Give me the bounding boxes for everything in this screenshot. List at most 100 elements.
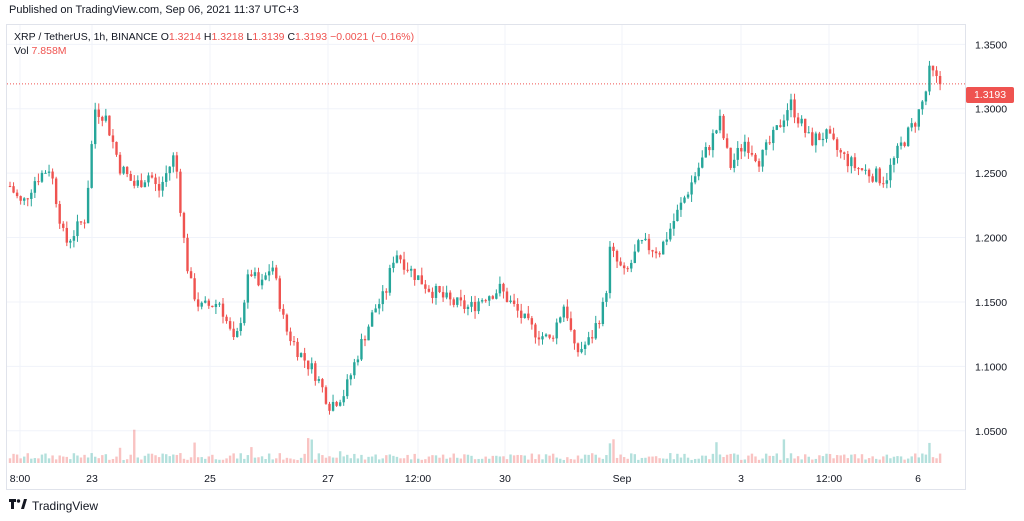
volume-bar — [413, 453, 416, 463]
volume-bar — [725, 454, 729, 463]
candle-body — [33, 181, 37, 193]
volume-bar — [324, 457, 328, 463]
volume-bar — [427, 456, 431, 463]
symbol-label[interactable]: XRP / TetherUS, 1h, BINANCE — [14, 31, 158, 43]
candle-body — [69, 240, 72, 243]
volume-bar — [260, 456, 264, 463]
volume-bar — [878, 459, 881, 463]
candle-body — [878, 168, 881, 184]
candle-body — [331, 401, 335, 411]
candle-body — [399, 255, 402, 260]
volume-bar — [12, 453, 15, 463]
volume-bar — [882, 456, 885, 463]
candle-body — [637, 240, 640, 252]
candle-body — [225, 316, 228, 322]
candle-body — [90, 144, 93, 188]
candle-body — [740, 147, 743, 152]
volume-bar — [718, 454, 722, 463]
candle-body — [527, 313, 530, 319]
volume-bar — [165, 454, 168, 463]
candle-body — [370, 312, 374, 327]
volume-bar — [541, 459, 544, 463]
x-tick-label: 27 — [322, 473, 334, 485]
volume-bar — [534, 459, 537, 463]
chart-pane[interactable] — [6, 24, 966, 490]
volume-bar — [853, 454, 857, 463]
candle-body — [693, 176, 697, 183]
candle-body — [498, 283, 502, 294]
candle-body — [118, 154, 122, 174]
candle-body — [65, 227, 68, 243]
candle-body — [846, 153, 849, 167]
candle-body — [83, 222, 86, 224]
candle-body — [51, 171, 54, 179]
volume-bar — [314, 459, 317, 463]
candle-body — [204, 300, 207, 303]
volume-bar — [388, 454, 392, 463]
candle-body — [211, 305, 214, 308]
tradingview-brand[interactable]: TradingView — [9, 498, 98, 513]
candle-body — [147, 175, 150, 183]
candle-body — [793, 99, 796, 118]
candle-body — [133, 180, 136, 186]
candle-body — [750, 152, 754, 155]
candle-body — [179, 171, 182, 213]
volume-bar — [79, 457, 83, 463]
candle-body — [488, 296, 491, 301]
volume-bar — [86, 457, 90, 463]
volume-bar — [864, 459, 867, 463]
candle-body — [665, 239, 668, 242]
candle-body — [420, 275, 423, 285]
candle-body — [562, 306, 565, 318]
candle-body — [544, 334, 548, 337]
volume-bar — [44, 453, 47, 463]
volume-bar — [796, 456, 800, 463]
volume-bar — [733, 453, 736, 463]
candle-body — [346, 379, 349, 397]
candle-body — [825, 129, 828, 139]
candle-body — [275, 267, 278, 279]
candle-body — [843, 152, 846, 154]
volume-bar — [275, 458, 278, 463]
volume-bar — [814, 458, 818, 463]
candle-body — [434, 286, 438, 298]
volume-bar — [747, 455, 750, 463]
candle-body — [484, 300, 487, 302]
y-tick-label: 1.2500 — [975, 168, 1007, 180]
volume-bar — [662, 458, 665, 463]
volume-bar — [303, 453, 306, 463]
candle-body — [537, 337, 541, 340]
volume-bar — [271, 459, 274, 463]
volume-bar — [750, 453, 754, 463]
volume-legend: Vol 7.858M — [14, 45, 67, 57]
volume-bar — [491, 455, 494, 463]
volume-bar — [715, 442, 718, 463]
candle-body — [924, 91, 928, 102]
candle-body — [413, 268, 416, 280]
volume-bar — [473, 459, 477, 463]
candle-body — [743, 141, 747, 152]
candle-body — [349, 375, 352, 380]
volume-bar — [37, 458, 40, 463]
candle-body — [431, 291, 434, 298]
x-tick-label: 6 — [915, 473, 921, 485]
volume-bar — [924, 454, 928, 463]
candle-body — [19, 196, 22, 201]
volume-bar — [232, 453, 235, 463]
candle-body — [654, 251, 658, 254]
x-tick-label: 12:00 — [816, 473, 842, 485]
candle-body — [615, 250, 619, 262]
candle-body — [928, 65, 931, 92]
volume-bar — [328, 456, 331, 463]
candle-body — [427, 288, 431, 292]
volume-bar — [19, 458, 22, 463]
volume-bar — [573, 459, 576, 463]
candle-body — [94, 109, 97, 145]
candle-body — [903, 142, 906, 147]
candle-body — [441, 292, 445, 298]
candle-body — [647, 238, 651, 251]
candle-body — [165, 173, 168, 182]
volume-bar — [821, 456, 825, 463]
volume-bar — [399, 458, 402, 463]
